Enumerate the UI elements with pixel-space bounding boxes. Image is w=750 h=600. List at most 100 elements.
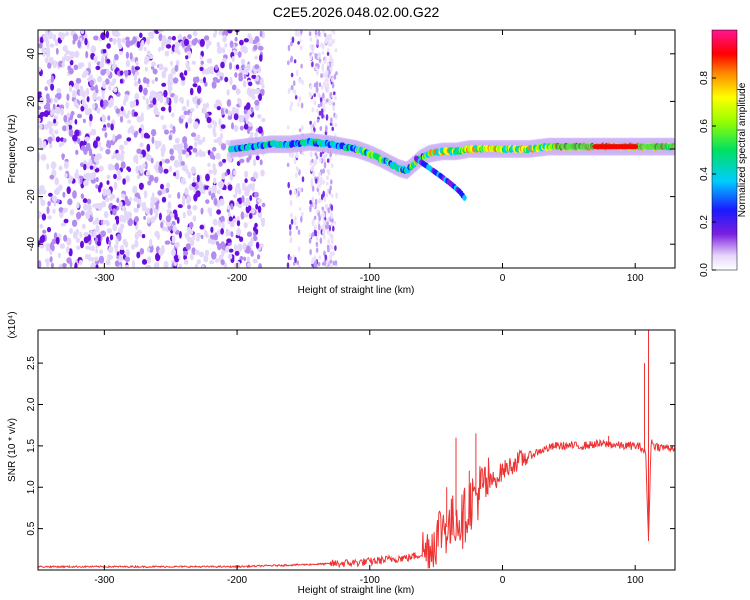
noise-blob [101,115,107,123]
noise-blob [106,58,111,64]
noise-blob [112,87,118,93]
noise-blob [299,187,302,194]
noise-blob [92,230,97,239]
noise-blob [148,103,154,108]
noise-blob [261,220,265,227]
noise-blob [294,256,297,263]
noise-blob [230,231,234,238]
noise-blob [218,161,223,167]
noise-blob [191,182,197,188]
noise-blob [233,113,239,121]
noise-blob [246,231,253,237]
noise-blob [289,189,292,195]
noise-blob [237,51,242,58]
noise-blob [238,72,243,78]
noise-blob [226,99,231,107]
noise-blob [68,67,74,75]
noise-blob [241,195,245,203]
noise-blob [246,256,250,263]
noise-blob [132,99,137,108]
noise-blob [76,211,82,220]
noise-blob [331,126,335,131]
noise-blob [44,258,50,264]
noise-blob [145,152,150,161]
noise-blob [141,259,148,265]
noise-blob [88,246,93,251]
noise-blob [46,44,50,53]
noise-blob [286,125,290,130]
noise-blob [172,224,177,233]
noise-blob [133,197,139,202]
noise-blob [334,122,338,128]
noise-blob [261,117,266,123]
noise-blob [330,163,334,169]
chart-title: C2E5.2026.048.02.00.G22 [273,4,440,20]
noise-blob [151,90,156,96]
y-tick-label: 40 [26,48,37,60]
noise-blob [329,152,332,158]
noise-blob [310,123,313,131]
noise-blob [299,78,302,84]
noise-blob [38,105,42,111]
noise-blob [49,242,53,251]
noise-blob [227,253,233,260]
noise-blob [318,198,321,204]
noise-blob [138,84,143,93]
noise-blob [85,211,91,220]
noise-blob [228,62,233,70]
noise-blob [191,247,196,256]
noise-blob [95,264,99,268]
noise-blob [62,263,67,268]
noise-blob [69,119,73,125]
noise-blob [296,30,300,37]
noise-blob [95,248,99,254]
noise-blob [292,80,296,87]
noise-blob [92,140,99,149]
noise-blob [220,143,227,151]
noise-blob [171,35,176,41]
noise-blob [142,163,146,168]
noise-blob [324,78,328,83]
noise-blob [330,56,333,63]
noise-blob [326,98,329,103]
noise-blob [237,243,243,252]
noise-blob [65,246,70,254]
noise-blob [61,32,66,38]
noise-blob [95,184,99,189]
noise-blob [87,204,92,212]
noise-blob [174,257,179,263]
noise-blob [158,248,164,256]
y-tick-label: -40 [26,237,37,252]
noise-blob [49,174,55,180]
noise-blob [92,104,95,110]
noise-blob [225,229,231,237]
noise-blob [141,201,147,210]
noise-blob [118,201,123,208]
noise-blob [224,76,229,83]
noise-blob [75,103,80,109]
noise-blob [311,196,315,203]
noise-blob [212,218,218,226]
noise-blob [330,179,333,185]
noise-blob [143,190,148,199]
noise-blob [157,46,162,53]
noise-blob [301,151,305,156]
noise-blob [309,199,312,205]
noise-blob [157,165,162,172]
noise-blob [316,69,319,76]
noise-blob [227,156,233,163]
noise-blob [152,97,157,105]
noise-blob [194,141,198,148]
noise-blob [72,190,77,199]
noise-blob [50,110,54,116]
noise-blob [135,60,139,66]
noise-blob [294,189,297,196]
noise-blob [145,98,149,105]
noise-blob [213,131,217,138]
noise-blob [309,37,313,42]
noise-blob [257,254,261,260]
noise-blob [315,63,318,68]
noise-blob [245,69,249,75]
noise-blob [86,198,92,205]
